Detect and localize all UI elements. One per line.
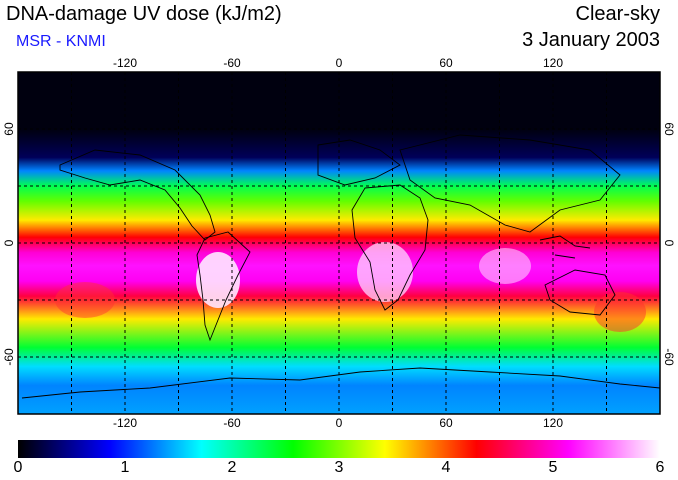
lat-tick-right: -60 — [662, 348, 676, 366]
colorbar-tick-label: 0 — [13, 459, 23, 476]
lon-tick-top: 0 — [336, 56, 343, 70]
lon-tick-top: -120 — [113, 56, 137, 70]
lon-tick-bottom: 120 — [543, 416, 563, 430]
indian-ocean-high-uv — [479, 248, 531, 284]
lat-tick-right: 60 — [662, 122, 676, 136]
colorbar-tick-label: 6 — [655, 459, 665, 476]
europe-coast — [317, 139, 401, 186]
colorbar — [18, 440, 660, 458]
lat-tick-left: 0 — [2, 239, 16, 246]
lon-tick-bottom: 60 — [439, 416, 453, 430]
graticule — [18, 72, 660, 414]
map-frame — [17, 71, 661, 415]
source-label: MSR - KNMI — [16, 33, 106, 50]
maritime-continent-coast — [539, 235, 591, 259]
axis-labels: -120 -120 -60 -60 0 0 60 60 120 120 60 0 -60 60 0 -60 — [2, 56, 676, 430]
south-america-coast — [196, 231, 251, 342]
lon-tick-top: 120 — [543, 56, 563, 70]
colorbar-tick-label: 3 — [334, 459, 344, 476]
africa-high-uv — [357, 242, 413, 302]
north-america-coast — [59, 149, 216, 241]
lat-tick-left: 60 — [2, 122, 16, 136]
colorbar-tick-label: 1 — [120, 459, 130, 476]
colorbar-tick-label: 4 — [441, 459, 451, 476]
lon-tick-top: 60 — [439, 56, 453, 70]
asia-coast — [399, 134, 621, 233]
lat-tick-left: -60 — [2, 348, 16, 366]
date-label: 3 January 2003 — [522, 29, 660, 51]
colorbar-tick-label: 2 — [227, 459, 237, 476]
lon-tick-bottom: -120 — [113, 416, 137, 430]
antarctica-coast — [21, 367, 660, 399]
lon-tick-bottom: -60 — [223, 416, 241, 430]
sky-condition-label: Clear-sky — [575, 3, 660, 25]
colorbar-tick-label: 5 — [548, 459, 558, 476]
lon-tick-top: -60 — [223, 56, 241, 70]
lon-tick-bottom: 0 — [336, 416, 343, 430]
map-title: DNA-damage UV dose (kJ/m2) — [6, 3, 282, 25]
lat-tick-right: 0 — [662, 240, 676, 247]
